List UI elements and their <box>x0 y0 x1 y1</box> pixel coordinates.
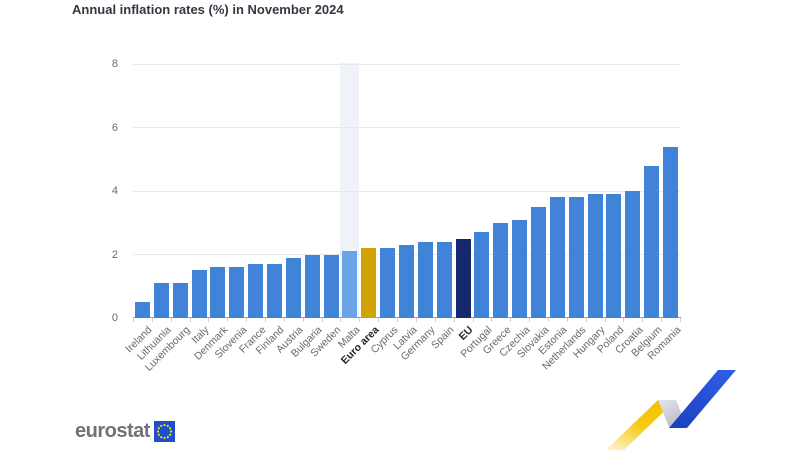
y-axis-tick-label: 6 <box>111 121 118 134</box>
x-axis-tick <box>623 318 625 322</box>
x-axis-tick <box>321 318 323 322</box>
bar-luxembourg[interactable] <box>172 283 188 318</box>
y-axis-tick-label: 2 <box>111 248 118 261</box>
x-axis-tick <box>642 318 644 322</box>
chart-title: Annual inflation rates (%) in November 2… <box>72 2 344 17</box>
x-axis-tick <box>604 318 606 322</box>
bar-germany[interactable] <box>417 241 433 318</box>
x-axis-tick <box>415 318 417 322</box>
x-axis-tick <box>566 318 568 322</box>
x-axis-tick <box>302 318 304 322</box>
bar-france[interactable] <box>248 264 264 318</box>
y-gridline-6 <box>133 127 680 128</box>
eu-flag-icon <box>153 420 175 442</box>
y-axis-tick-label: 8 <box>111 58 118 70</box>
x-axis-tick <box>661 318 663 322</box>
x-axis-tick <box>453 318 455 322</box>
bar-denmark[interactable] <box>210 267 226 318</box>
bar-portugal[interactable] <box>474 232 490 318</box>
bar-austria[interactable] <box>285 257 301 318</box>
bar-italy[interactable] <box>191 270 207 318</box>
bar-netherlands[interactable] <box>568 197 584 318</box>
x-axis-tick <box>340 318 342 322</box>
bar-bulgaria[interactable] <box>304 254 320 318</box>
bar-belgium[interactable] <box>644 165 660 318</box>
bar-czechia[interactable] <box>512 219 528 318</box>
y-gridline-8 <box>133 63 680 65</box>
x-axis-tick <box>491 318 493 322</box>
x-axis-tick <box>283 318 285 322</box>
x-axis-tick <box>397 318 399 322</box>
x-axis-tick <box>359 318 361 322</box>
y-axis-tick-label: 0 <box>111 312 118 324</box>
x-axis-tick <box>246 318 248 322</box>
x-axis-tick <box>265 318 267 322</box>
bar-slovakia[interactable] <box>531 206 547 318</box>
bar-malta[interactable] <box>342 251 358 318</box>
bar-latvia[interactable] <box>399 244 414 318</box>
x-axis-tick <box>189 318 191 322</box>
bar-greece[interactable] <box>493 222 509 318</box>
bar-ireland[interactable] <box>134 302 150 318</box>
bar-slovenia[interactable] <box>229 267 245 318</box>
bar-lithuania[interactable] <box>153 283 169 318</box>
x-axis-tick <box>510 318 512 322</box>
x-axis-tick <box>585 318 587 322</box>
x-axis-tick <box>529 318 531 322</box>
x-axis-tick <box>434 318 436 322</box>
x-axis-tick <box>378 318 380 322</box>
bar-finland[interactable] <box>266 264 282 318</box>
x-axis-tick <box>547 318 549 322</box>
y-gridline-4 <box>133 190 680 192</box>
eurostat-logo: eurostat <box>75 420 175 442</box>
x-axis-tick <box>133 318 134 322</box>
x-axis-tick <box>151 318 153 322</box>
x-axis-tick <box>227 318 229 322</box>
x-axis-tick <box>208 318 210 322</box>
bar-croatia[interactable] <box>625 191 641 318</box>
y-axis-tick-label: 4 <box>111 185 118 197</box>
bar-estonia[interactable] <box>549 197 565 318</box>
bar-hungary[interactable] <box>587 194 603 318</box>
x-axis-tick <box>472 318 474 322</box>
x-axis-tick <box>680 318 681 322</box>
bar-euro-area[interactable] <box>361 248 377 318</box>
eurostat-logo-text: eurostat <box>75 420 150 442</box>
bar-cyprus[interactable] <box>380 248 396 318</box>
bar-romania[interactable] <box>663 146 679 318</box>
bar-sweden[interactable] <box>323 254 339 318</box>
bar-eu[interactable] <box>455 238 471 318</box>
x-axis-tick <box>170 318 172 322</box>
trend-zigzag-graphic <box>606 370 736 450</box>
bar-spain[interactable] <box>436 241 452 318</box>
bar-poland[interactable] <box>606 194 622 318</box>
